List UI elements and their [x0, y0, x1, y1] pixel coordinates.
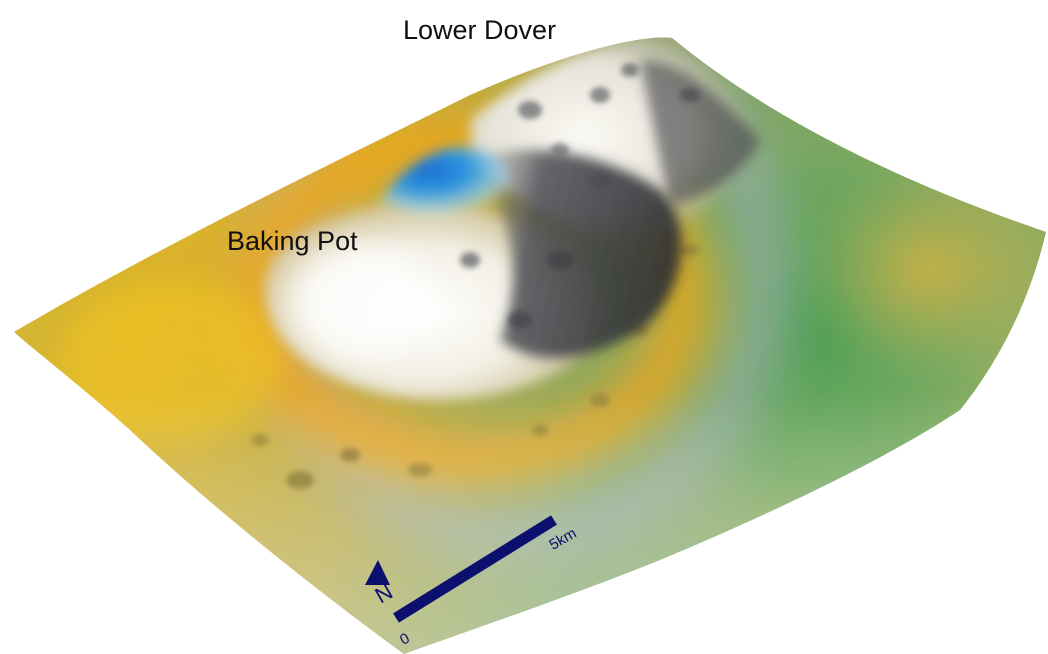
north-arrow-icon	[365, 560, 390, 585]
label-baking-pot: Baking Pot	[227, 226, 358, 256]
scale-bar-line	[393, 515, 557, 623]
label-lower-dover: Lower Dover	[403, 15, 556, 45]
